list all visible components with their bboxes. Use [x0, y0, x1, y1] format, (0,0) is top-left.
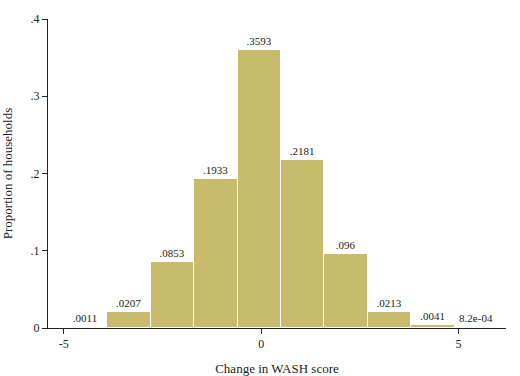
svg-text:.4: .4 — [31, 12, 40, 26]
svg-text:.0213: .0213 — [376, 297, 401, 309]
svg-text:.096: .096 — [336, 239, 356, 251]
svg-text:5: 5 — [456, 337, 462, 351]
svg-text:Change in WASH score: Change in WASH score — [215, 361, 339, 376]
svg-text:Proportion of households: Proportion of households — [0, 108, 15, 239]
svg-text:.1933: .1933 — [203, 164, 228, 176]
svg-text:.2: .2 — [31, 167, 40, 181]
svg-text:0: 0 — [34, 321, 40, 335]
svg-text:-5: -5 — [59, 337, 69, 351]
svg-text:.0011: .0011 — [73, 312, 97, 324]
svg-text:.3593: .3593 — [246, 35, 271, 47]
svg-text:.3: .3 — [31, 89, 40, 103]
svg-text:.0207: .0207 — [116, 297, 141, 309]
svg-text:8.2e-04: 8.2e-04 — [459, 312, 493, 324]
svg-text:.1: .1 — [31, 244, 40, 258]
svg-text:.0041: .0041 — [420, 310, 445, 322]
svg-text:0: 0 — [258, 337, 264, 351]
svg-text:.2181: .2181 — [290, 145, 315, 157]
svg-text:.0853: .0853 — [159, 247, 184, 259]
